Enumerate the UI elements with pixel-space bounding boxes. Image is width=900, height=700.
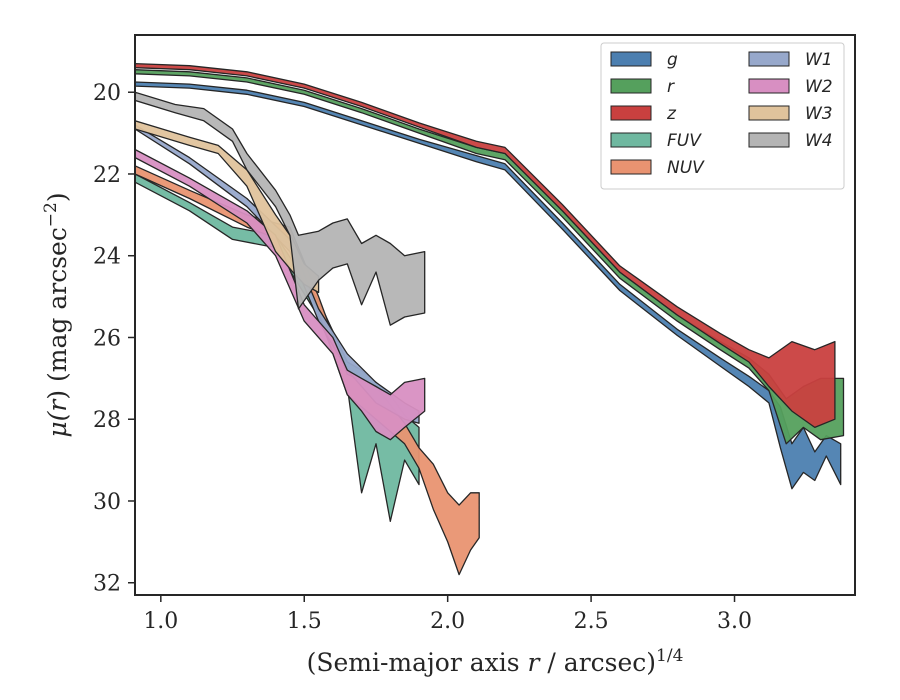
series-layer [135,62,845,576]
y-tick-label: 24 [93,245,121,270]
series-band-w2 [135,148,426,441]
legend-label-w3: W3 [805,104,833,124]
legend-label-z: z [666,104,677,124]
y-tick-label: 22 [93,163,121,188]
legend: grz FUV NUV W1 W2 W3 W4 [600,42,845,190]
legend-swatch-g [610,51,652,67]
legend-swatch-w1 [748,51,790,67]
legend-swatch-w2 [748,78,790,94]
series-band-g [135,81,842,490]
legend-label-fuv: FUV [667,131,702,151]
legend-label-w2: W2 [805,77,833,97]
y-tick-label: 26 [93,326,121,351]
legend-label-nuv: NUV [667,158,705,178]
legend-swatch-nuv [610,159,652,175]
legend-entries: grz FUV NUV W1 W2 W3 W4 [610,50,833,178]
legend-swatch-w4 [748,132,790,148]
legend-label-w4: W4 [805,131,833,151]
legend-swatch-w3 [748,105,790,121]
x-tick-label: 1.5 [287,609,322,634]
legend-label-w1: W1 [805,50,833,70]
y-tick-label: 30 [93,490,121,515]
x-tick-label: 2.5 [574,609,609,634]
x-tick-label: 2.0 [430,609,465,634]
series-band-w4 [135,91,426,326]
y-tick-label: 28 [93,408,121,433]
legend-swatch-z [610,105,652,121]
x-tick-label: 1.0 [143,609,178,634]
x-axis-title: (Semi-major axis r / arcsec)1/4 [307,646,684,677]
legend-swatch-fuv [610,132,652,148]
y-tick-label: 20 [93,81,121,106]
y-tick-label: 32 [93,572,121,597]
plot-frame [134,34,856,596]
series-band-z [135,62,836,429]
legend-swatch-r [610,78,652,94]
ticks-layer: 1.0 1.5 2.0 2.5 3.0 20 22 24 26 28 30 32 [93,81,752,634]
x-tick-label: 3.0 [717,609,752,634]
y-axis-title: μ(r) (mag arcsec−2) [41,192,72,437]
legend-label-r: r [667,77,675,97]
legend-label-g: g [667,50,678,70]
